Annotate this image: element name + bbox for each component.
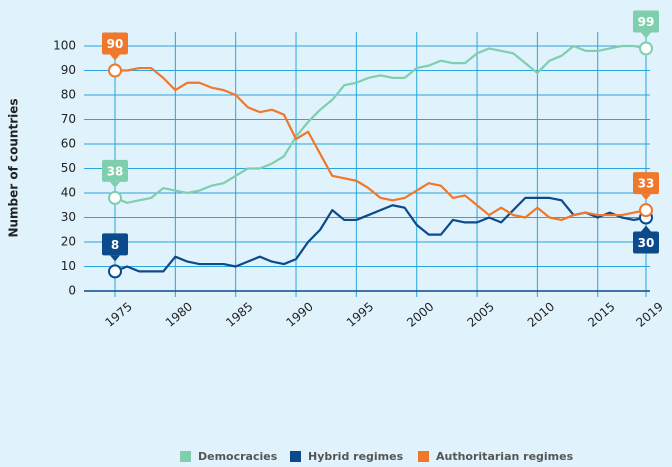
- y-tick-label: 20: [61, 235, 76, 249]
- end-marker: [108, 190, 122, 205]
- data-label: 90: [107, 37, 124, 51]
- legend-swatch: [290, 451, 301, 462]
- legend-label: Hybrid regimes: [308, 450, 404, 463]
- line-series: [115, 66, 647, 222]
- data-label: 33: [638, 177, 655, 191]
- callout-box: [102, 233, 128, 256]
- line-series: [114, 44, 647, 204]
- callout-box: [102, 159, 128, 182]
- y-tick-label: 40: [61, 186, 76, 200]
- data-label: 8: [111, 238, 119, 252]
- callout-box: [633, 10, 659, 33]
- callout-box: [633, 172, 659, 195]
- callout-pointer: [641, 225, 651, 232]
- y-tick-label: 50: [61, 161, 76, 175]
- callout-pointer: [641, 32, 651, 39]
- line-series: [114, 196, 647, 273]
- legend-label: Democracies: [198, 450, 278, 463]
- callout-pointer: [110, 255, 120, 262]
- end-marker: [639, 203, 653, 218]
- y-tick-label: 0: [68, 284, 76, 298]
- end-marker: [639, 41, 653, 56]
- legend-swatch: [418, 451, 429, 462]
- data-label: 38: [107, 164, 124, 178]
- y-tick-label: 80: [61, 88, 76, 102]
- y-tick-label: 10: [61, 259, 76, 273]
- legend-label: Authoritarian regimes: [436, 450, 574, 463]
- y-tick-label: 30: [61, 210, 76, 224]
- callout-box: [102, 32, 128, 55]
- end-marker: [108, 264, 122, 279]
- end-marker: [108, 63, 122, 78]
- callout-pointer: [641, 194, 651, 201]
- y-tick-label: 60: [61, 137, 76, 151]
- y-tick-label: 90: [61, 63, 76, 77]
- y-tick-label: 100: [53, 39, 76, 53]
- legend-swatch: [180, 451, 191, 462]
- y-axis-label: Number of countries: [7, 98, 21, 237]
- callout-pointer: [110, 181, 120, 188]
- y-tick-label: 70: [61, 112, 76, 126]
- data-label: 30: [638, 236, 655, 250]
- callout-box: [633, 231, 659, 254]
- data-label: 99: [638, 15, 655, 29]
- callout-pointer: [110, 54, 120, 61]
